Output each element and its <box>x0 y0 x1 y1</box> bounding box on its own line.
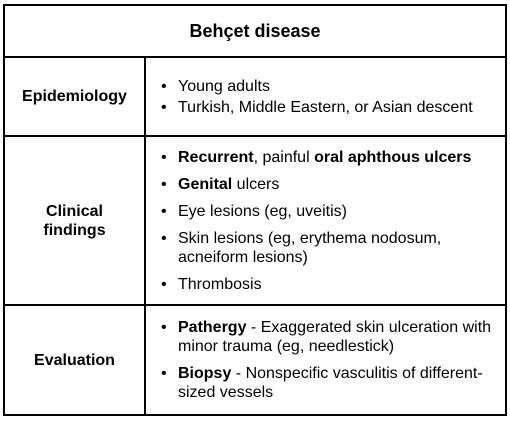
list-item: Recurrent, painful oral aphthous ulcers <box>159 148 499 167</box>
row-label-evaluation: Evaluation <box>5 306 146 414</box>
list-item: Genital ulcers <box>159 175 499 194</box>
list-item: Pathergy - Exaggerated skin ulceration w… <box>159 318 499 356</box>
evaluation-row: Evaluation Pathergy - Exaggerated skin u… <box>5 306 505 414</box>
behcet-disease-table: Behçet disease Epidemiology Young adults… <box>3 4 507 416</box>
clinical-findings-content: Recurrent, painful oral aphthous ulcers … <box>146 137 505 304</box>
row-label-clinical-findings: Clinical findings <box>5 137 146 304</box>
row-label-epidemiology: Epidemiology <box>5 58 146 135</box>
evaluation-content: Pathergy - Exaggerated skin ulceration w… <box>146 306 505 414</box>
list-item: Biopsy - Nonspecific vasculitis of diffe… <box>159 364 499 402</box>
epidemiology-row: Epidemiology Young adults Turkish, Middl… <box>5 58 505 137</box>
list-item: Young adults <box>159 77 499 96</box>
epidemiology-list: Young adults Turkish, Middle Eastern, or… <box>159 77 499 117</box>
clinical-findings-list: Recurrent, painful oral aphthous ulcers … <box>159 148 499 294</box>
list-item: Turkish, Middle Eastern, or Asian descen… <box>159 98 499 117</box>
evaluation-list: Pathergy - Exaggerated skin ulceration w… <box>159 318 499 402</box>
epidemiology-content: Young adults Turkish, Middle Eastern, or… <box>146 58 505 135</box>
table-title: Behçet disease <box>5 6 505 58</box>
list-item: Thrombosis <box>159 275 499 294</box>
list-item: Skin lesions (eg, erythema nodosum, acne… <box>159 229 499 267</box>
list-item: Eye lesions (eg, uveitis) <box>159 202 499 221</box>
